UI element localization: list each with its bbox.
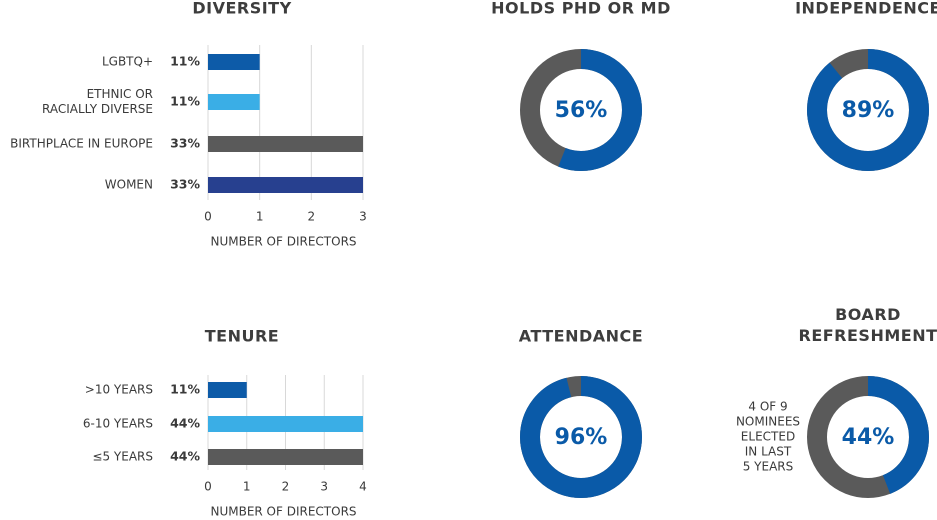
x-tick-label: 0 [204, 480, 212, 494]
chart-title: ATTENDANCE [519, 327, 643, 346]
bar [208, 54, 260, 70]
x-axis-label: NUMBER OF DIRECTORS [210, 235, 356, 249]
chart-title: INDEPENDENCE [795, 0, 937, 18]
bar [208, 94, 260, 110]
donut-note: NOMINEES [736, 415, 800, 429]
bar [208, 382, 247, 398]
x-tick-label: 4 [359, 480, 367, 494]
x-tick-label: 1 [256, 210, 264, 224]
donut-value-label: 96% [555, 425, 608, 450]
category-label: ETHNIC OR [87, 87, 153, 101]
donut-note: ELECTED [741, 430, 795, 444]
category-label: 6-10 YEARS [83, 417, 153, 431]
x-tick-label: 2 [282, 480, 290, 494]
x-tick-label: 2 [308, 210, 316, 224]
percent-label: 11% [170, 94, 200, 109]
x-tick-label: 1 [243, 480, 251, 494]
chart-title: DIVERSITY [192, 0, 291, 18]
donut-segment [807, 49, 929, 171]
donut-segment [520, 376, 642, 498]
percent-label: 33% [170, 136, 200, 151]
category-label: ≤5 YEARS [92, 450, 153, 464]
x-tick-label: 0 [204, 210, 212, 224]
chart-title: HOLDS PHD OR MD [491, 0, 671, 18]
percent-label: 11% [170, 54, 200, 69]
x-tick-label: 3 [359, 210, 367, 224]
category-label: RACIALLY DIVERSE [42, 102, 153, 116]
donut-note: IN LAST [745, 445, 792, 459]
category-label: WOMEN [105, 178, 153, 192]
percent-label: 44% [170, 449, 200, 464]
donut-value-label: 89% [842, 98, 895, 123]
x-tick-label: 3 [320, 480, 328, 494]
donut-segment [807, 376, 929, 498]
percent-label: 11% [170, 382, 200, 397]
percent-label: 44% [170, 416, 200, 431]
bar [208, 449, 363, 465]
bar [208, 177, 363, 193]
donut-value-label: 56% [555, 98, 608, 123]
category-label: BIRTHPLACE IN EUROPE [10, 137, 153, 151]
donut-segment [520, 49, 642, 171]
category-label: LGBTQ+ [102, 55, 153, 69]
chart-title: REFRESHMENT [799, 326, 937, 345]
chart-title: TENURE [205, 327, 279, 346]
chart-title: BOARD [835, 305, 901, 324]
donut-note: 5 YEARS [743, 460, 794, 474]
percent-label: 33% [170, 177, 200, 192]
bar [208, 416, 363, 432]
bar [208, 136, 363, 152]
category-label: >10 YEARS [85, 383, 153, 397]
donut-value-label: 44% [842, 425, 895, 450]
donut-note: 4 OF 9 [748, 400, 787, 414]
x-axis-label: NUMBER OF DIRECTORS [210, 505, 356, 519]
